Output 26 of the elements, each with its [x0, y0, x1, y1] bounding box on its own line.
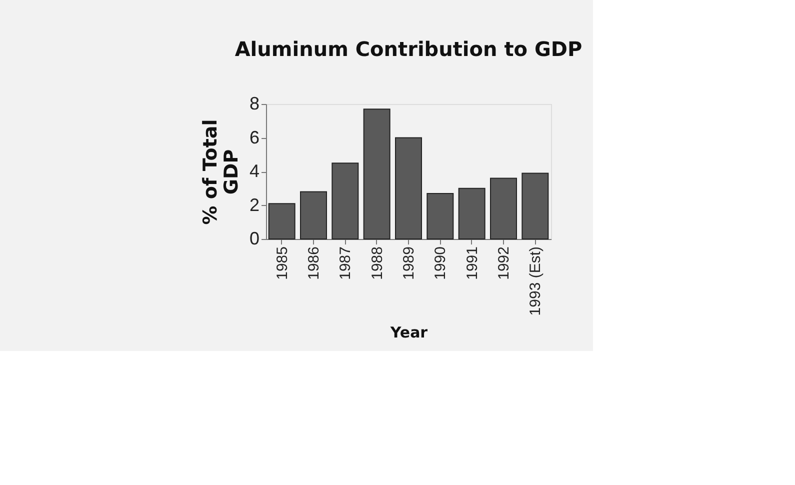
x-tick-label: 1986: [306, 246, 322, 280]
y-tick-label: 8: [249, 94, 260, 114]
x-axis-title: Year: [389, 324, 428, 342]
x-tick-label: 1987: [337, 246, 354, 280]
bar: [268, 203, 296, 240]
bar: [458, 188, 486, 240]
x-tick-label: 1989: [400, 246, 418, 280]
x-tick-label: 1985: [274, 246, 291, 280]
x-tick-label: 1990: [432, 246, 450, 280]
x-tick-label: 1993 (Est): [527, 246, 544, 316]
bar: [522, 172, 549, 240]
y-tick-label: 2: [249, 194, 260, 215]
y-tick-label: 0: [249, 228, 260, 248]
y-tick-label: 6: [249, 127, 260, 148]
bar: [490, 178, 517, 240]
bar: [426, 192, 454, 240]
x-tick-label: 1991: [464, 246, 481, 280]
bar: [395, 137, 422, 240]
bar: [300, 191, 327, 240]
x-tick-label: 1992: [496, 246, 512, 280]
chart-title: Aluminum Contribution to GDP: [234, 37, 582, 61]
y-axis-title: % of Total GDP: [199, 119, 242, 225]
x-tick-label: 1988: [368, 246, 386, 280]
bar: [363, 108, 390, 240]
y-tick-label: 4: [249, 161, 260, 181]
bar: [332, 162, 359, 240]
